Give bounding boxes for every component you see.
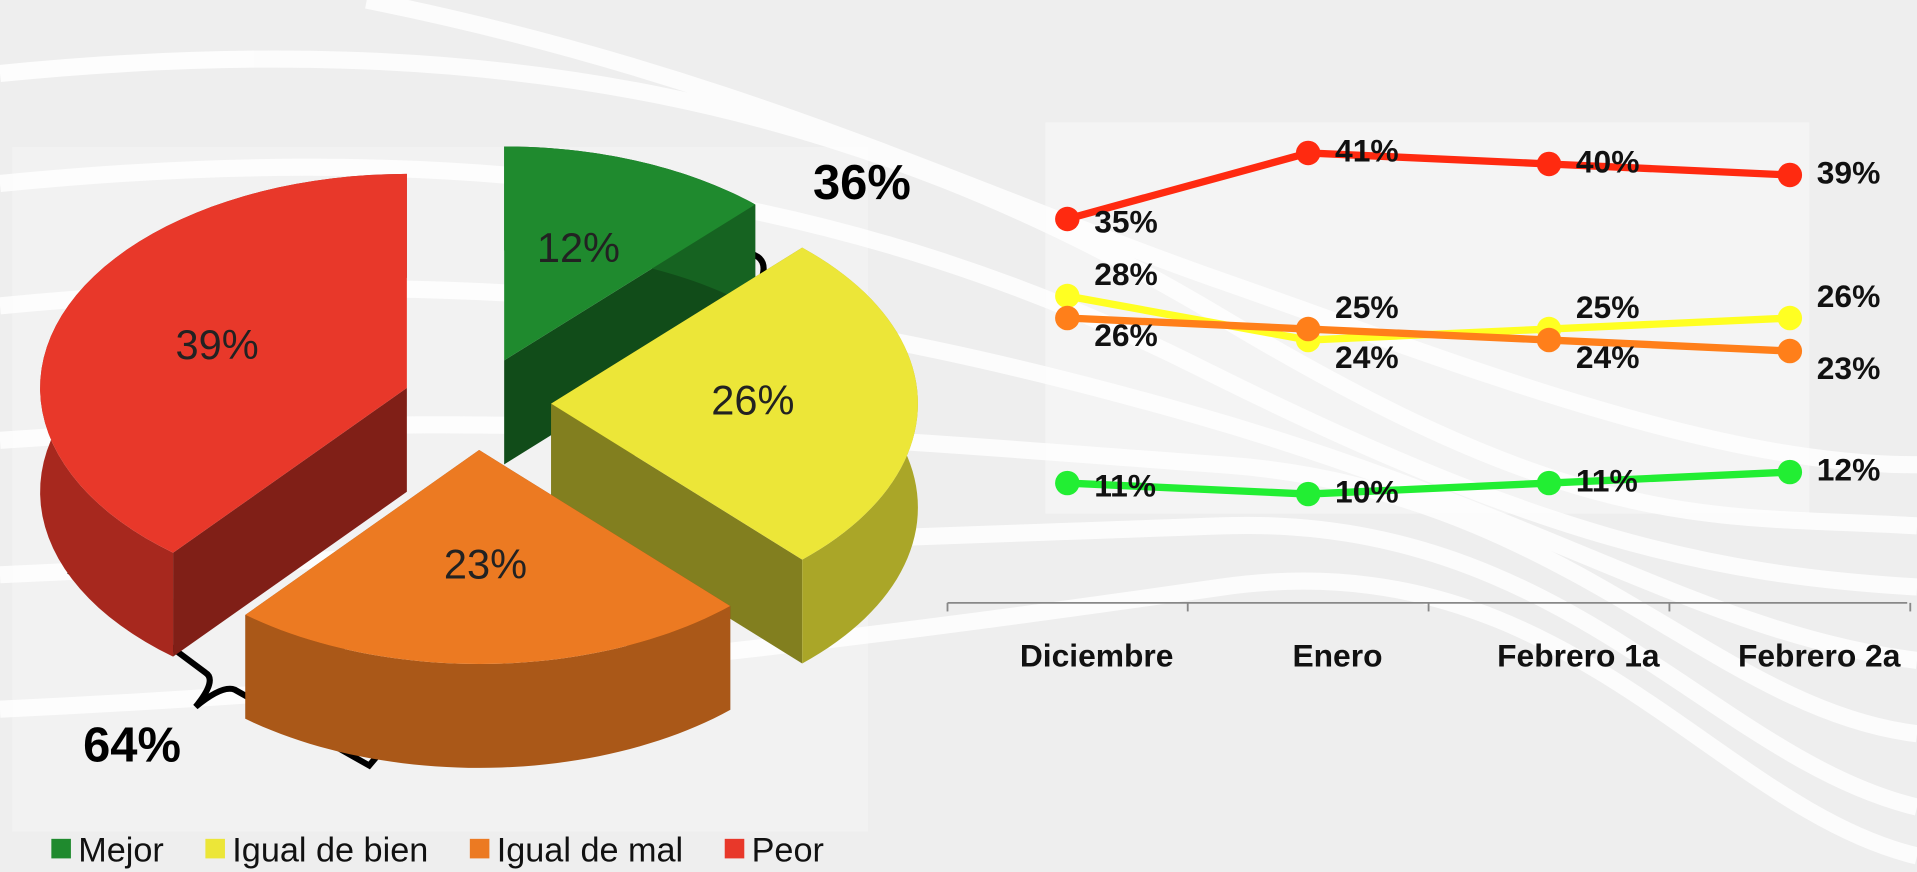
legend-label: Peor [752, 831, 824, 869]
line-point [1777, 459, 1803, 485]
legend-swatch [469, 838, 490, 859]
data-label: 35% [1094, 203, 1158, 239]
data-label: 25% [1335, 289, 1399, 325]
line-series [1067, 468, 1791, 498]
line-point [1055, 470, 1080, 496]
pie-label: 23% [444, 541, 527, 588]
legend-swatch [51, 838, 71, 859]
pie-label: 39% [175, 321, 258, 368]
line-point [1295, 316, 1321, 342]
line-point [1536, 151, 1562, 177]
data-label: 28% [1094, 256, 1158, 292]
line-series [1067, 314, 1791, 355]
line-point [1055, 283, 1080, 309]
pie-slice [245, 450, 731, 664]
data-label: 25% [1576, 289, 1640, 325]
x-tick-label: Enero [1292, 637, 1382, 673]
line-point [1055, 206, 1080, 232]
data-label: 23% [1817, 350, 1881, 386]
data-label: 41% [1335, 132, 1399, 168]
line-point [1055, 305, 1080, 331]
pie-label: 12% [537, 224, 620, 271]
line-point [1295, 481, 1321, 507]
data-label: 11% [1576, 462, 1638, 498]
line-point [1777, 162, 1803, 188]
line-series [1066, 149, 1791, 223]
data-label: 11% [1094, 467, 1156, 503]
pie-slice-wall [173, 387, 407, 657]
pie-slice [40, 173, 407, 553]
line-point [1777, 305, 1803, 331]
pie-slice [551, 247, 918, 560]
pie-label: 26% [711, 377, 794, 424]
x-tick-label: Febrero 1a [1497, 637, 1660, 673]
line-point [1777, 338, 1803, 364]
data-label: 24% [1335, 339, 1399, 375]
annotation: 64% [83, 718, 181, 772]
legend-label: Igual de mal [497, 831, 683, 869]
data-label: 26% [1094, 317, 1158, 353]
legend-label: Igual de bien [232, 831, 428, 869]
line-point [1536, 327, 1562, 353]
data-label: 10% [1335, 473, 1399, 509]
x-tick-label: Febrero 2a [1738, 637, 1901, 673]
data-label: 26% [1817, 278, 1881, 314]
legend-swatch [724, 838, 745, 859]
annotation: 36% [813, 156, 911, 210]
pie-slice-side [245, 606, 731, 768]
x-tick-label: Diciembre [1020, 637, 1174, 673]
line-point [1295, 140, 1321, 166]
pie-slice-wall [551, 403, 803, 664]
pie-slice [504, 146, 756, 361]
data-label: 39% [1817, 154, 1881, 190]
data-label: 24% [1576, 339, 1640, 375]
plot-band [1045, 122, 1810, 514]
data-label: 12% [1817, 451, 1881, 487]
data-label: 40% [1576, 143, 1640, 179]
legend-swatch [205, 838, 225, 859]
line-point [1536, 470, 1562, 496]
legend-label: Mejor [78, 831, 164, 869]
